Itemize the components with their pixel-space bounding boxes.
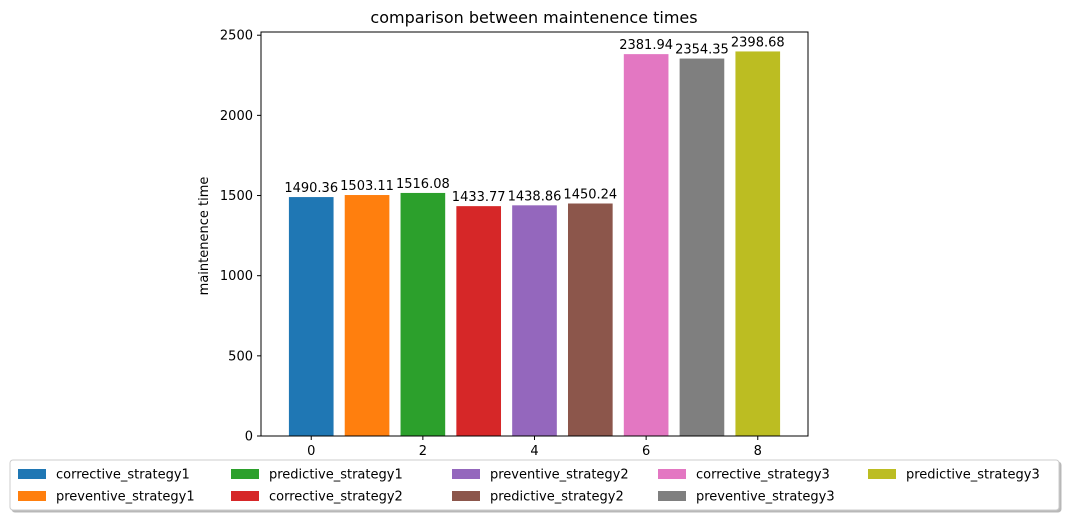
- legend-swatch-preventive_strategy2: [452, 469, 480, 479]
- data-label-corrective_strategy2: 1433.77: [452, 190, 506, 205]
- x-tick-label: 2: [419, 444, 427, 459]
- x-tick-label: 4: [530, 444, 538, 459]
- data-label-preventive_strategy2: 1438.86: [508, 189, 562, 204]
- bar-predictive_strategy2: [567, 203, 613, 436]
- data-label-predictive_strategy2: 1450.24: [563, 188, 617, 203]
- bar-predictive_strategy1: [400, 192, 446, 436]
- bar-corrective_strategy1: [288, 197, 334, 436]
- x-tick-label: 6: [642, 444, 650, 459]
- legend-label-preventive_strategy2: preventive_strategy2: [490, 468, 629, 483]
- bar-predictive_strategy3: [735, 51, 781, 437]
- legend-swatch-predictive_strategy3: [868, 469, 896, 479]
- legend: corrective_strategy1 preventive_strategy1…: [9, 459, 1060, 511]
- data-label-preventive_strategy1: 1503.11: [340, 179, 394, 194]
- data-label-predictive_strategy1: 1516.08: [396, 177, 450, 192]
- y-tick-label: 500: [228, 349, 253, 364]
- legend-label-predictive_strategy1: predictive_strategy1: [269, 468, 403, 483]
- legend-label-preventive_strategy3: preventive_strategy3: [696, 490, 835, 505]
- bar-corrective_strategy2: [456, 206, 502, 436]
- data-label-preventive_strategy3: 2354.35: [675, 43, 729, 58]
- y-tick-label: 1500: [220, 189, 253, 204]
- legend-swatch-preventive_strategy3: [658, 491, 686, 501]
- y-tick-label: 2500: [220, 29, 253, 44]
- legend-label-corrective_strategy1: corrective_strategy1: [56, 468, 190, 483]
- legend-label-corrective_strategy3: corrective_strategy3: [696, 468, 830, 483]
- legend-swatch-corrective_strategy3: [658, 469, 686, 479]
- legend-label-predictive_strategy2: predictive_strategy2: [490, 490, 624, 505]
- legend-swatch-predictive_strategy1: [231, 469, 259, 479]
- legend-box: [9, 459, 1060, 511]
- y-axis-label: maintenence time: [197, 177, 212, 296]
- y-tick-label: 1000: [220, 269, 253, 284]
- x-tick-label: 8: [754, 444, 762, 459]
- y-tick-label: 2000: [220, 109, 253, 124]
- x-tick-label: 0: [307, 444, 315, 459]
- legend-swatch-predictive_strategy2: [452, 491, 480, 501]
- chart-title: comparison between maintenence times: [370, 8, 697, 27]
- legend-label-predictive_strategy3: predictive_strategy3: [906, 468, 1040, 483]
- legend-label-corrective_strategy2: corrective_strategy2: [269, 490, 403, 505]
- bar-preventive_strategy3: [679, 58, 725, 437]
- bar-preventive_strategy1: [344, 195, 390, 436]
- legend-swatch-corrective_strategy2: [231, 491, 259, 501]
- y-tick-label: 0: [245, 430, 253, 445]
- legend-label-preventive_strategy1: preventive_strategy1: [56, 490, 195, 505]
- data-label-corrective_strategy3: 2381.94: [619, 38, 673, 53]
- data-label-corrective_strategy1: 1490.36: [284, 181, 338, 196]
- bar-corrective_strategy3: [623, 54, 669, 437]
- bar-preventive_strategy2: [512, 205, 557, 436]
- legend-swatch-corrective_strategy1: [18, 469, 46, 479]
- data-label-predictive_strategy3: 2398.68: [731, 35, 785, 50]
- legend-swatch-preventive_strategy1: [18, 491, 46, 501]
